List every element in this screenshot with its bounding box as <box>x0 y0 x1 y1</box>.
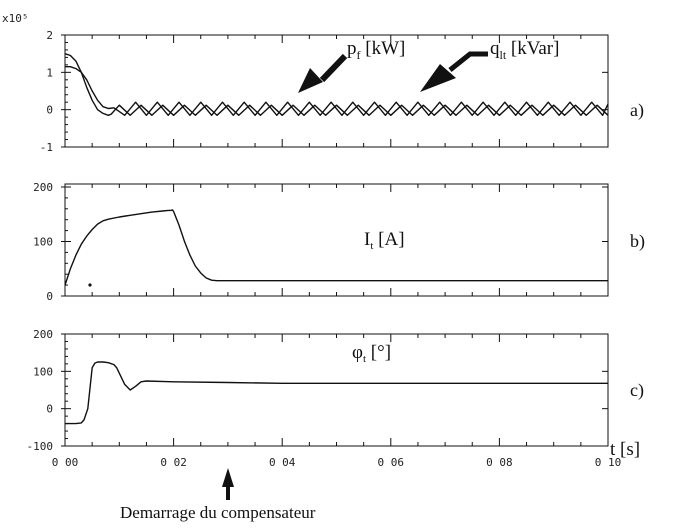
y-tick-label: 0 <box>46 403 53 416</box>
panel-b-frame <box>64 183 609 297</box>
y-tick-label: -1 <box>40 141 53 154</box>
panel-b-it-label: It [A] <box>364 229 405 252</box>
panel-c-ticks <box>61 333 609 447</box>
panel-a-ticks <box>61 34 609 148</box>
panel-b-series <box>64 209 608 286</box>
phi-symbol: φ <box>352 342 363 363</box>
panel-c-phi-label: φt [°] <box>352 342 391 365</box>
panel-a-ytick-labels: 2 1 0 -1 <box>40 29 53 154</box>
panel-b-ytick-labels: 200 100 0 <box>33 181 53 303</box>
y-tick-label: 2 <box>46 29 53 42</box>
start-arrow-head <box>222 468 234 487</box>
x-axis-tick-labels: 0 00 0 02 0 04 0 06 0 08 0 10 <box>52 456 622 469</box>
panel-a-exponent-label: x10⁵ <box>2 12 29 25</box>
it-symbol: I <box>364 229 370 250</box>
y-tick-label: 0 <box>46 104 53 117</box>
panel-b-label: b) <box>630 231 645 252</box>
panel-a-pf-label: pf [kW] <box>347 38 405 62</box>
qlt-unit: [kVar] <box>506 38 559 59</box>
y-tick-label: -100 <box>27 440 54 453</box>
y-tick-label: 100 <box>33 365 53 378</box>
phi-unit: [°] <box>366 342 391 363</box>
x-axis-label: t [s] <box>610 439 640 460</box>
qlt-arrow-head <box>420 64 456 92</box>
pf-arrow-shaft <box>319 53 348 83</box>
qlt-subscript: lt <box>500 48 507 62</box>
x-tick-label: 0 02 <box>160 456 187 469</box>
it-subscript: t <box>370 240 373 252</box>
caption-start-compensator: Demarrage du compensateur <box>120 503 316 522</box>
panel-b-dot-mark <box>88 283 92 287</box>
series-line-1 <box>65 361 608 425</box>
y-tick-label: 100 <box>33 236 53 249</box>
panel-b: 200 100 0 It [A] b) <box>33 181 645 303</box>
pf-arrow-head <box>298 68 323 93</box>
y-tick-label: 0 <box>46 290 53 303</box>
series-line-1 <box>64 209 608 286</box>
panel-a-series <box>64 53 609 116</box>
qlt-arrow-shaft <box>448 51 488 72</box>
panel-c-label: c) <box>630 380 644 401</box>
x-tick-label: 0 10 <box>595 456 622 469</box>
y-tick-label: 200 <box>33 328 53 341</box>
qlt-symbol: q <box>490 38 500 59</box>
series-line-2 <box>65 66 609 116</box>
panel-a-label: a) <box>630 100 644 121</box>
it-unit: [A] <box>373 229 404 250</box>
panel-a: 2 1 0 -1 x10⁵ pf [kW] qlt [kVar] a) <box>2 12 644 154</box>
x-tick-label: 0 04 <box>269 456 296 469</box>
x-tick-label: 0 00 <box>52 456 79 469</box>
x-tick-label: 0 08 <box>486 456 513 469</box>
pf-symbol: p <box>347 38 357 59</box>
x-tick-label: 0 06 <box>378 456 405 469</box>
pf-unit: [kW] <box>361 38 406 59</box>
panel-c-series <box>65 361 608 425</box>
panel-c-frame <box>64 333 609 447</box>
pf-subscript: f <box>357 48 361 62</box>
y-tick-label: 200 <box>33 181 53 194</box>
y-tick-label: 1 <box>46 66 53 79</box>
panel-c-ytick-labels: 200 100 0 -100 <box>27 328 54 453</box>
phi-subscript: t <box>363 353 366 365</box>
panel-a-qlt-label: qlt [kVar] <box>490 38 559 62</box>
panel-b-ticks <box>61 184 609 297</box>
